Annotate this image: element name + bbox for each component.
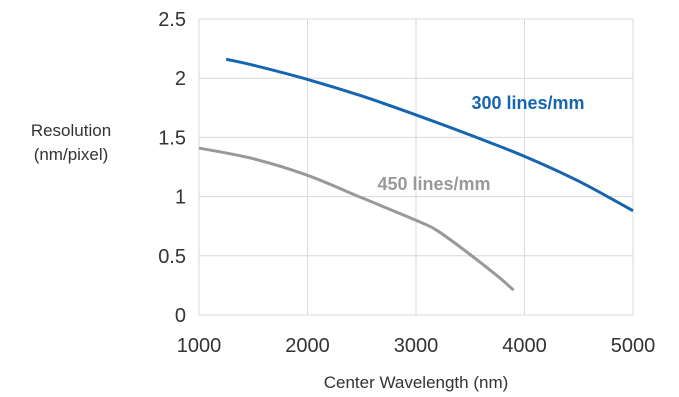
series-line-2 (198, 146, 515, 292)
y-axis-title-line1: Resolution (30, 121, 112, 140)
y-tick-label: 1 (175, 187, 186, 209)
series-line-1 (225, 57, 634, 213)
x-tick-label: 3000 (394, 335, 439, 357)
gridlines (198, 18, 634, 316)
y-axis-title: Resolution (nm/pixel) (8, 119, 134, 167)
y-tick-label: 0 (175, 305, 186, 327)
x-axis-title: Center Wavelength (nm) (324, 373, 509, 392)
x-tick-label: 5000 (611, 335, 656, 357)
x-tick-label: 4000 (502, 335, 547, 357)
tick-labels: 0 0.5 1 1.5 2 2.5 1000 2000 3000 4000 5000 (158, 9, 655, 357)
x-tick-label: 2000 (285, 335, 330, 357)
y-tick-label: 1.5 (158, 127, 186, 149)
series-labels: 300 lines/mm 450 lines/mm (377, 93, 584, 194)
y-tick-label: 2.5 (158, 9, 186, 31)
series-label-1: 300 lines/mm (471, 93, 584, 113)
y-axis-title-line2: (nm/pixel) (33, 145, 109, 164)
x-tick-label: 1000 (177, 335, 222, 357)
y-tick-label: 2 (175, 68, 186, 90)
series-lines (198, 57, 634, 292)
y-tick-label: 0.5 (158, 246, 186, 268)
series-label-2: 450 lines/mm (377, 174, 490, 194)
